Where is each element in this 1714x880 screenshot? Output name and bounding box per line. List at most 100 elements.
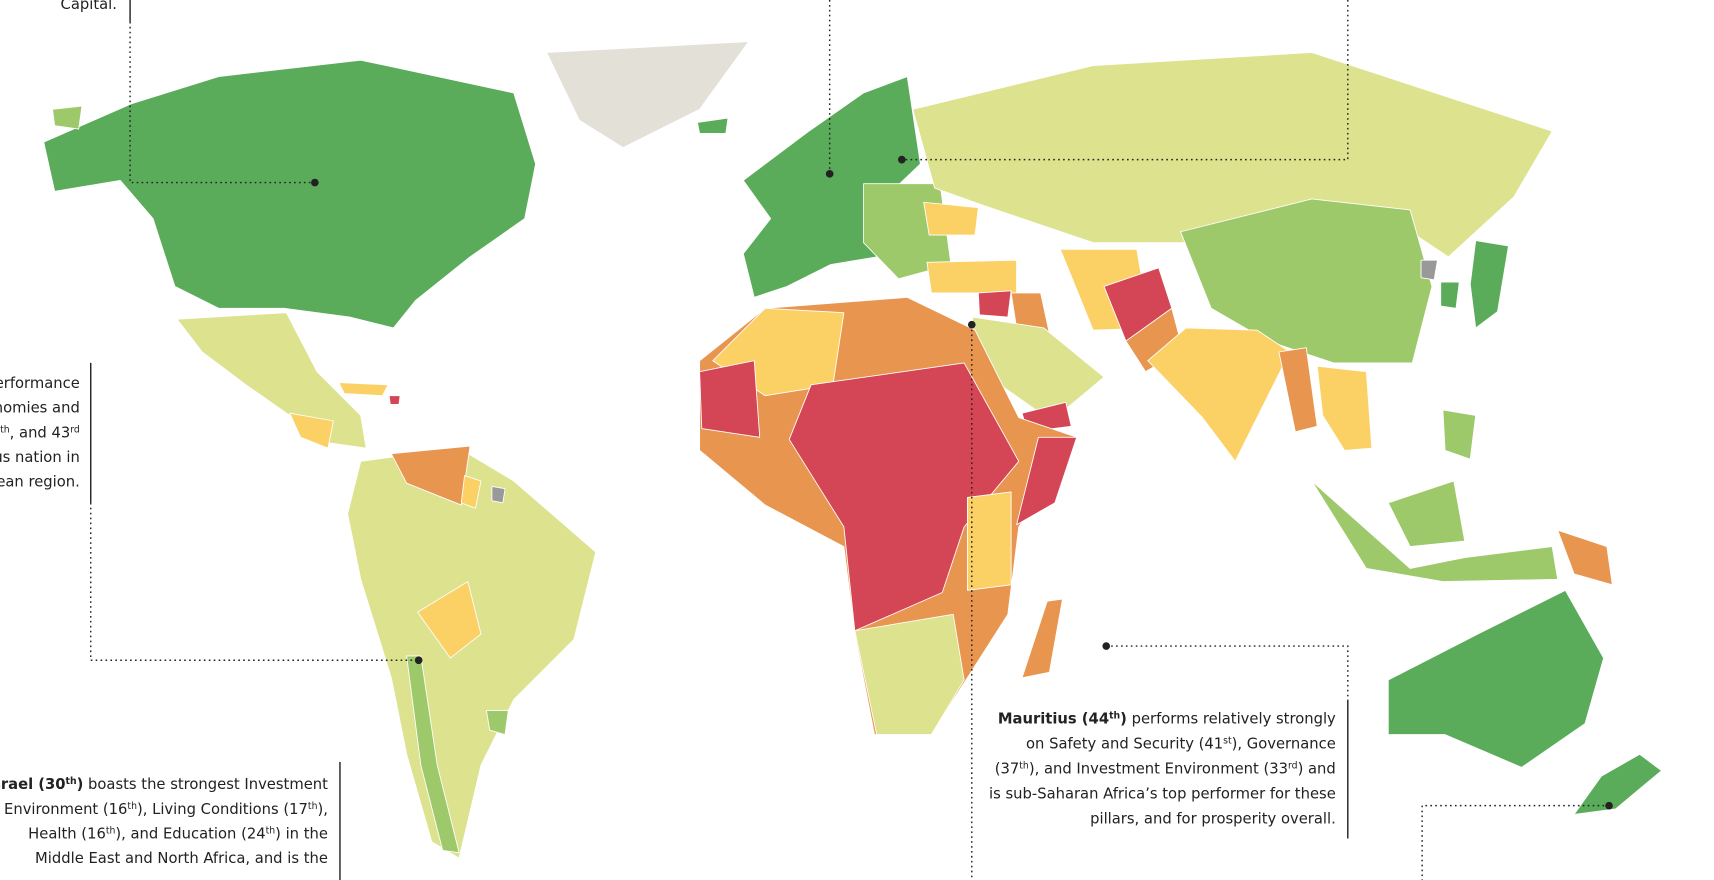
- madagascar: [1021, 598, 1063, 679]
- text-run: (37: [995, 761, 1020, 778]
- venezuela: [390, 445, 471, 506]
- annotation-line: Mauritius (44th) performs relatively str…: [998, 710, 1336, 727]
- papua-new-guinea: [1557, 529, 1613, 586]
- caribbean: [338, 382, 389, 397]
- text-run: pillars, and for prosperity overall.: [1090, 810, 1336, 827]
- annotation-line: Israel (30th) boasts the strongest Inves…: [0, 776, 328, 793]
- syria: [977, 290, 1012, 318]
- annotation-line: Middle East and North Africa, and is the: [35, 850, 328, 867]
- south-america: [347, 447, 597, 859]
- horn-of-africa: [1016, 436, 1078, 526]
- chile: [406, 655, 460, 854]
- text-run: Environment (16: [4, 801, 127, 818]
- annotation-line: Capital.: [61, 0, 117, 13]
- text-run: ) and: [1298, 761, 1336, 778]
- central-africa: [788, 362, 1020, 632]
- text-run: ): [1120, 711, 1127, 728]
- text-run: boasts the strongest Investment: [83, 776, 328, 793]
- text-run: erformance: [0, 375, 80, 392]
- text-run: is sub-Saharan Africa’s top performer fo…: [989, 785, 1336, 802]
- annotations: Capital. erformance nomies and 7th, and 43r…: [0, 0, 1336, 867]
- annotation-line: nomies and: [0, 400, 80, 417]
- uruguay: [485, 710, 509, 736]
- myanmar: [1278, 347, 1318, 433]
- text-run: ), Living Conditions (17: [137, 801, 308, 818]
- marker-dot: [897, 155, 906, 164]
- text-run: ),: [317, 801, 327, 818]
- text-run: ), and Education (24: [115, 825, 265, 842]
- superscript: st: [1223, 735, 1232, 746]
- canada-usa: [43, 59, 537, 329]
- superscript: rd: [70, 424, 80, 435]
- north-korea: [1420, 259, 1438, 281]
- superscript: th: [266, 825, 276, 836]
- bolivia: [417, 581, 482, 659]
- leader-line: [1421, 804, 1610, 880]
- leader-lines: [90, 0, 1613, 880]
- greenland: [546, 41, 750, 149]
- marker-dot: [1102, 642, 1111, 650]
- annotation-line: Health (16th), and Education (24th) in t…: [28, 825, 328, 842]
- text-run: ): [77, 776, 84, 793]
- turkey-caucasus: [926, 259, 1018, 294]
- superscript: th: [66, 776, 77, 787]
- text-run: us nation in: [0, 449, 80, 466]
- text-run: Israel (30: [0, 776, 66, 793]
- annotation-line: 7th, and 43rd: [0, 424, 80, 441]
- south-korea-japan: [1440, 240, 1509, 329]
- annotation-line: pillars, and for prosperity overall.: [1090, 810, 1336, 827]
- annotation-bars: [90, 0, 1349, 880]
- text-run: performs relatively strongly: [1127, 711, 1336, 728]
- iceland: [696, 117, 729, 134]
- marker-dot: [825, 170, 834, 178]
- guyana: [460, 475, 482, 509]
- ukraine: [923, 201, 979, 236]
- superscript: th: [1109, 710, 1120, 721]
- text-run: Mauritius (44: [998, 711, 1109, 728]
- annotation-line: erformance: [0, 375, 80, 392]
- marker-dot: [1605, 801, 1613, 810]
- southeast-asia: [1311, 409, 1559, 582]
- text-run: ) in the: [275, 825, 328, 842]
- text-run: bean region.: [0, 473, 80, 490]
- text-run: nomies and: [0, 400, 80, 417]
- india: [1147, 327, 1291, 462]
- new-zealand: [1573, 753, 1662, 815]
- marker-dot: [414, 656, 423, 665]
- text-run: Capital.: [61, 0, 117, 13]
- text-run: on Safety and Security (41: [1026, 736, 1223, 753]
- australia: [1387, 589, 1605, 768]
- annotation-line: on Safety and Security (41st), Governanc…: [1026, 735, 1336, 752]
- text-run: ), Governance: [1232, 736, 1336, 753]
- southern-africa: [854, 613, 965, 736]
- leader-line: [1106, 645, 1349, 700]
- annotation-line: bean region.: [0, 473, 80, 490]
- leader-line: [90, 502, 419, 661]
- mauritania: [699, 360, 761, 438]
- text-run: , and 43: [10, 424, 71, 441]
- superscript: th: [1019, 760, 1029, 771]
- alaska-west: [52, 105, 83, 130]
- indochina: [1316, 365, 1373, 451]
- annotation-line: is sub-Saharan Africa’s top performer fo…: [989, 785, 1336, 802]
- annotation-line: Environment (16th), Living Conditions (1…: [4, 800, 328, 817]
- mexico: [176, 312, 367, 449]
- haiti: [388, 395, 401, 405]
- east-africa: [966, 491, 1012, 591]
- annotation-line: (37th), and Investment Environment (33rd…: [995, 760, 1336, 777]
- text-run: ), and Investment Environment (33: [1029, 761, 1288, 778]
- french-guiana: [491, 486, 506, 504]
- central-america: [289, 412, 334, 449]
- superscript: th: [0, 424, 10, 435]
- countries: [43, 41, 1662, 859]
- superscript: th: [308, 800, 318, 811]
- annotation-line: us nation in: [0, 449, 80, 466]
- superscript: th: [127, 800, 137, 811]
- marker-dot: [967, 320, 976, 329]
- text-run: Health (16: [28, 825, 106, 842]
- superscript: th: [106, 825, 116, 836]
- china: [1180, 198, 1433, 364]
- text-run: Middle East and North Africa, and is the: [35, 850, 328, 867]
- marker-dot: [310, 178, 319, 187]
